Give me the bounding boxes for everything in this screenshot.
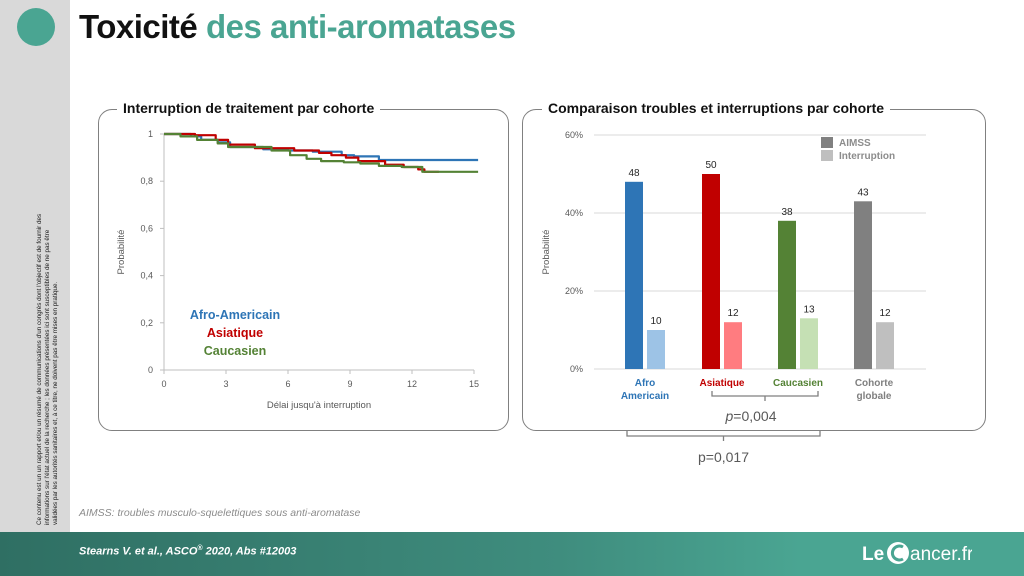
footnote: AIMSS: troubles musculo-squelettiques so… [79, 507, 361, 519]
y-axis-label: Probabilité [541, 230, 552, 275]
sidebar: Ce contenu est un un rapport et/ou un ré… [0, 0, 70, 532]
panel-left-title: Interruption de traitement par cohorte [117, 100, 381, 116]
legend-label: Interruption [839, 151, 895, 162]
line-chart: 0 0,2 0,4 0,6 0,8 1 0 3 6 9 12 15 Délai jusqu'à inte… [116, 129, 479, 411]
data-label: 12 [879, 308, 891, 319]
slide-title: Toxicité des anti-aromatases [79, 8, 516, 46]
bracket-2 [626, 431, 821, 437]
y-tick-label: 0,6 [140, 223, 153, 233]
x-tick-label: 15 [469, 379, 479, 389]
y-tick-label: 20% [565, 286, 583, 296]
x-tick-label: 9 [347, 379, 352, 389]
panel-left [98, 109, 509, 431]
brand-logo: Le ancer.fr [862, 542, 972, 565]
citation: Stearns V. et al., ASCO® 2020, Abs #1200… [79, 545, 297, 558]
y-tick-label: 0,4 [140, 271, 153, 281]
category-label: Caucasien [773, 378, 823, 389]
bar-chart: 0% 20% 40% 60% Probabilité 48 50 38 43 10 12 13 12 Af… [541, 130, 926, 465]
p-value-label: p=0,017 [698, 449, 749, 465]
legend-label: Afro-Americain [190, 308, 280, 322]
y-tick-label: 0,2 [140, 318, 153, 328]
brand-logo-le: Le [862, 544, 884, 565]
logo-dot-icon [17, 8, 55, 46]
x-tick-label: 3 [223, 379, 228, 389]
data-label: 48 [628, 168, 640, 179]
bottom-band [0, 532, 1024, 576]
bar-aimss [854, 201, 872, 369]
x-tick-label: 12 [407, 379, 417, 389]
series-line-caucasien [164, 132, 479, 173]
bar-interruption [724, 322, 742, 369]
disclaimer-text: Ce contenu est un un rapport et/ou un ré… [36, 213, 60, 525]
y-axis-label: Probabilité [116, 230, 127, 275]
legend-label: AIMSS [839, 138, 871, 149]
bar-interruption [876, 322, 894, 369]
data-label: 43 [857, 187, 869, 198]
x-tick-label: 6 [285, 379, 290, 389]
y-tick-label: 0 [148, 365, 153, 375]
series-line-afro-americain [164, 132, 479, 162]
title-part-1: Toxicité [79, 8, 198, 45]
y-tick-label: 0,8 [140, 176, 153, 186]
legend-swatch [821, 137, 833, 148]
p-value-label: p=0,004 [724, 408, 776, 424]
data-label: 50 [705, 160, 717, 171]
category-label: globale [856, 391, 891, 402]
x-axis-label: Délai jusqu'à interruption [267, 400, 371, 411]
bar-aimss [702, 174, 720, 369]
y-tick-label: 1 [148, 129, 153, 139]
panel-right-title: Comparaison troubles et interruptions pa… [542, 100, 891, 116]
y-tick-label: 60% [565, 130, 583, 140]
data-label: 38 [781, 207, 793, 218]
data-label: 10 [650, 316, 662, 327]
bar-aimss [625, 181, 643, 369]
category-label: Asiatique [699, 378, 744, 389]
category-label: Afro [635, 378, 656, 389]
legend-label: Caucasien [204, 344, 267, 358]
bar-aimss [778, 220, 796, 369]
bar-interruption [800, 318, 818, 369]
brand-logo-text: ancer.fr [910, 544, 972, 565]
category-label: Americain [621, 391, 669, 402]
panel-right [522, 109, 986, 431]
y-tick-label: 40% [565, 208, 583, 218]
legend-label: Asiatique [207, 326, 263, 340]
brand-logo-c-icon [887, 542, 909, 564]
y-tick-label: 0% [570, 364, 583, 374]
data-label: 13 [803, 304, 815, 315]
legend-swatch [821, 150, 833, 161]
title-part-2: des anti-aromatases [205, 8, 516, 45]
category-label: Cohorte [855, 378, 894, 389]
x-tick-label: 0 [161, 379, 166, 389]
data-label: 12 [727, 308, 739, 319]
bar-interruption [647, 330, 665, 369]
bracket-1 [711, 391, 819, 397]
